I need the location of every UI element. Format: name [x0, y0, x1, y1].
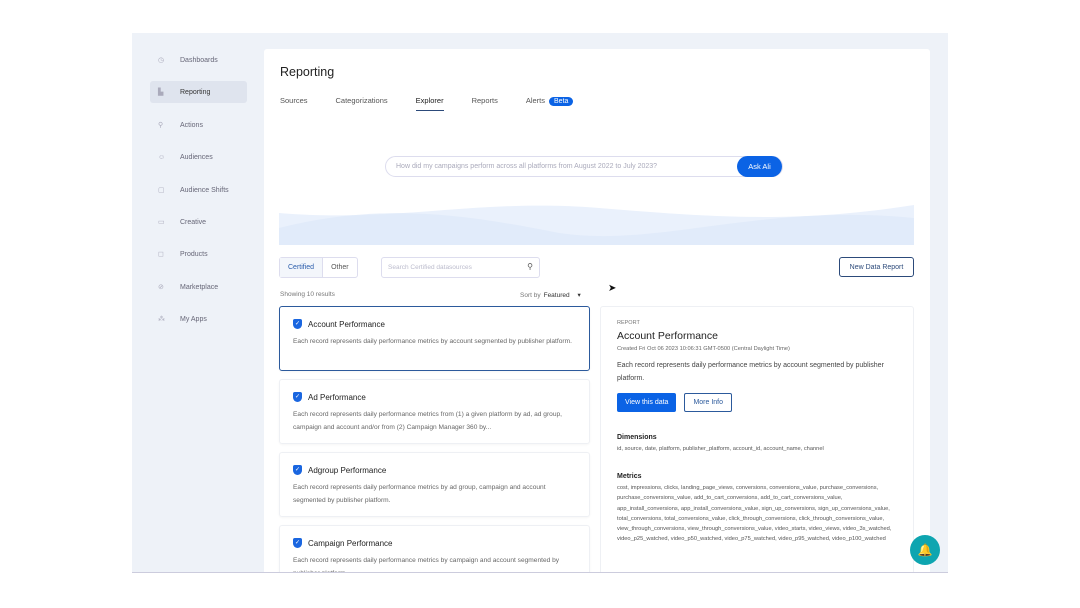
datasource-card[interactable]: ✓ Campaign Performance Each record represe…	[279, 525, 590, 572]
notification-bell-button[interactable]: 🔔	[910, 535, 940, 565]
main-content: Reporting Sources Categorizations Explor…	[264, 49, 930, 572]
wave-decoration	[279, 205, 914, 245]
apps-icon: ⁂	[158, 316, 165, 323]
report-title: Account Performance	[617, 330, 718, 342]
sidebar-item-reporting[interactable]: ▙ Reporting	[150, 81, 247, 103]
users-icon: ☺	[158, 153, 166, 161]
image-icon: ▭	[158, 219, 165, 226]
sidebar-item-marketplace[interactable]: ⊘ Marketplace	[158, 283, 219, 292]
tab-explorer[interactable]: Explorer	[415, 96, 444, 111]
datasource-card[interactable]: ✓ Adgroup Performance Each record represen…	[279, 452, 590, 517]
sidebar-item-creative[interactable]: ▭ Creative	[158, 218, 207, 227]
tab-reports[interactable]: Reports	[471, 96, 498, 105]
beta-badge: Beta	[549, 97, 574, 106]
sidebar-item-audiences[interactable]: ☺ Audiences	[158, 153, 213, 161]
shield-check-icon: ✓	[293, 319, 302, 329]
caret-down-icon: ▾	[577, 292, 581, 299]
thumb-icon: ▢	[158, 187, 165, 194]
sidebar-item-actions[interactable]: ⚲ Actions	[158, 121, 203, 130]
sort-dropdown[interactable]: Sort by Featured ▾	[520, 292, 581, 299]
tab-alerts[interactable]: Alerts Beta	[526, 96, 574, 111]
pin-icon: ⚲	[158, 122, 164, 129]
report-detail-panel: REPORT Account Performance Created Fri O…	[600, 306, 914, 572]
shield-check-icon: ✓	[293, 538, 302, 548]
sidebar-item-audience-shifts[interactable]: ▢ Audience Shifts	[158, 186, 229, 195]
bar-chart-icon: ▙	[158, 89, 164, 96]
page-title: Reporting	[280, 65, 335, 79]
view-data-button[interactable]: View this data	[617, 393, 677, 412]
results-count: Showing 10 results	[280, 291, 335, 298]
search-icon: ⚲	[527, 262, 533, 271]
datasource-card[interactable]: ✓ Account Performance Each record represen…	[279, 306, 590, 371]
mouse-cursor-icon: ➤	[608, 283, 617, 294]
sidebar-item-dashboards[interactable]: ◷ Dashboards	[158, 56, 218, 65]
sidebar-item-products[interactable]: ◻ Products	[158, 250, 208, 259]
ask-button[interactable]: Ask Ali	[737, 156, 782, 177]
bag-icon: ◻	[158, 251, 164, 258]
certified-tab[interactable]: Certified	[280, 258, 324, 277]
sidebar: ◷ Dashboards ▙ Reporting ⚲ Actions ☺ Audienc…	[132, 33, 262, 572]
datasource-card[interactable]: ✓ Ad Performance Each record represents da…	[279, 379, 590, 444]
ask-input[interactable]: How did my campaigns perform across all …	[385, 156, 783, 177]
clock-icon: ◷	[158, 57, 165, 64]
datasource-search-input[interactable]: Search Certified datasources ⚲	[381, 257, 540, 278]
shield-check-icon: ✓	[293, 392, 302, 402]
sidebar-item-my-apps[interactable]: ⁂ My Apps	[158, 315, 207, 324]
bell-icon: 🔔	[917, 543, 933, 557]
tab-sources[interactable]: Sources	[280, 96, 308, 105]
tab-bar: Sources Categorizations Explorer Reports…	[280, 96, 601, 111]
shield-check-icon: ✓	[293, 465, 302, 475]
app-frame: ◷ Dashboards ▙ Reporting ⚲ Actions ☺ Audienc…	[132, 33, 948, 573]
new-data-report-button[interactable]: New Data Report	[839, 257, 914, 277]
compass-icon: ⊘	[158, 284, 164, 291]
more-info-button[interactable]: More Info	[684, 393, 733, 412]
tab-categorizations[interactable]: Categorizations	[335, 96, 388, 105]
datasource-toggle: Certified Other	[279, 257, 358, 278]
other-tab[interactable]: Other	[331, 264, 349, 271]
